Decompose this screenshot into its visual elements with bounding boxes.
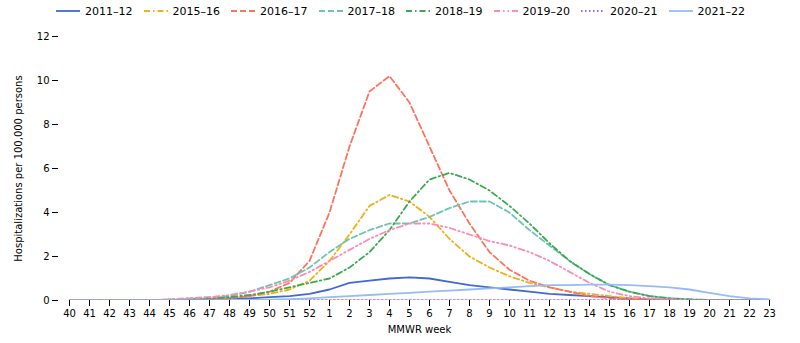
svg-text:48: 48 (223, 308, 236, 319)
svg-text:11: 11 (523, 308, 536, 319)
html-text:2017–18: 2017–18 (347, 4, 395, 18)
svg-text:1: 1 (326, 308, 332, 319)
svg-text:50: 50 (263, 308, 276, 319)
svg-text:40: 40 (63, 308, 76, 319)
html-text:2015–16: 2015–16 (172, 4, 220, 18)
svg-text:12: 12 (543, 308, 556, 319)
svg-text:8: 8 (43, 119, 49, 130)
svg-text:5: 5 (406, 308, 412, 319)
svg-text:20: 20 (703, 308, 716, 319)
svg-text:2: 2 (346, 308, 352, 319)
html-text:2019–20: 2019–20 (522, 4, 570, 18)
svg-text:Hospitalizations per 100,000 p: Hospitalizations per 100,000 persons (13, 75, 24, 261)
svg-text:10: 10 (503, 308, 516, 319)
svg-text:43: 43 (123, 308, 136, 319)
svg-text:52: 52 (303, 308, 316, 319)
svg-text:16: 16 (623, 308, 636, 319)
svg-text:49: 49 (243, 308, 256, 319)
svg-text:0: 0 (43, 295, 49, 306)
html-text:2016–17: 2016–17 (260, 4, 308, 18)
svg-text:4: 4 (386, 308, 392, 319)
svg-text:MMWR week: MMWR week (388, 324, 452, 335)
html-text:2020–21: 2020–21 (610, 4, 658, 18)
svg-text:6: 6 (43, 163, 49, 174)
svg-text:7: 7 (446, 308, 452, 319)
svg-text:51: 51 (283, 308, 296, 319)
svg-text:14: 14 (583, 308, 596, 319)
html-text:2011–12: 2011–12 (85, 4, 133, 18)
svg-text:2: 2 (43, 251, 49, 262)
svg-text:3: 3 (366, 308, 372, 319)
svg-text:13: 13 (563, 308, 576, 319)
svg-text:47: 47 (203, 308, 216, 319)
html-text:2021–22: 2021–22 (697, 4, 745, 18)
html-text:2018–19: 2018–19 (435, 4, 483, 18)
svg-text:18: 18 (663, 308, 676, 319)
svg-text:8: 8 (466, 308, 472, 319)
svg-text:15: 15 (603, 308, 616, 319)
svg-text:9: 9 (486, 308, 492, 319)
svg-text:21: 21 (723, 308, 736, 319)
svg-text:42: 42 (103, 308, 116, 319)
svg-text:23: 23 (763, 308, 776, 319)
svg-text:10: 10 (37, 75, 50, 86)
svg-text:45: 45 (163, 308, 176, 319)
svg-text:44: 44 (143, 308, 156, 319)
svg-text:4: 4 (43, 207, 49, 218)
svg-text:17: 17 (643, 308, 656, 319)
svg-text:41: 41 (83, 308, 96, 319)
svg-text:46: 46 (183, 308, 196, 319)
svg-text:19: 19 (683, 308, 696, 319)
svg-text:12: 12 (37, 31, 50, 42)
svg-text:6: 6 (426, 308, 432, 319)
svg-text:22: 22 (743, 308, 756, 319)
